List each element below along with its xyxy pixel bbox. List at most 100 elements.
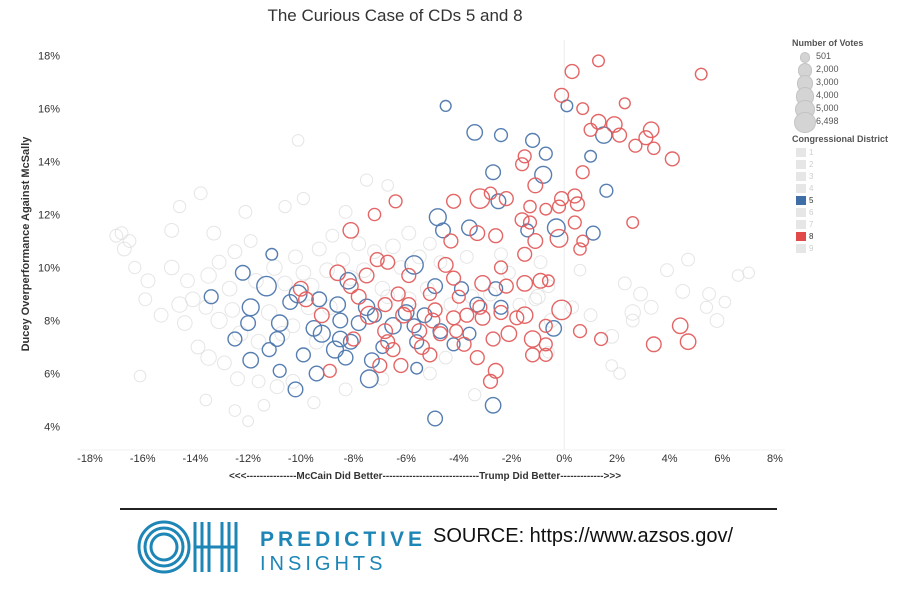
data-point-cd-5 (439, 99, 452, 113)
data-point-cd-8 (367, 207, 382, 222)
x-tick-label: -6% (396, 453, 416, 465)
data-point-cd-other (459, 250, 474, 264)
district-legend-item[interactable]: 2 (792, 158, 900, 170)
data-point-cd-other (190, 339, 206, 355)
x-tick-label: -18% (77, 453, 103, 465)
data-point-cd-8 (605, 116, 623, 133)
data-point-cd-8 (456, 336, 472, 352)
data-point-cd-other (633, 286, 648, 302)
data-point-cd-other (173, 200, 187, 214)
data-point-cd-8 (401, 297, 417, 313)
data-point-cd-5 (287, 381, 304, 398)
data-point-cd-8 (372, 357, 388, 374)
data-point-cd-8 (377, 323, 394, 340)
data-point-cd-8 (369, 252, 385, 268)
size-legend-label: 5,000 (816, 103, 839, 113)
data-point-cd-other (468, 388, 482, 402)
data-point-cd-other (238, 205, 253, 219)
data-point-cd-5 (363, 352, 380, 369)
data-point-cd-other (617, 276, 632, 291)
data-point-cd-other (274, 325, 291, 342)
data-point-cd-8 (446, 310, 462, 326)
data-point-cd-other (164, 223, 180, 238)
data-point-cd-other (242, 415, 255, 428)
data-point-cd-8 (498, 191, 514, 207)
data-point-cd-8 (538, 318, 553, 333)
data-point-cd-other (206, 225, 222, 241)
data-point-cd-5 (466, 123, 484, 141)
district-legend-item[interactable]: 8 (792, 230, 900, 242)
data-point-cd-other (604, 329, 620, 344)
data-point-cd-5 (524, 132, 541, 149)
data-point-cd-5 (357, 298, 376, 317)
data-point-cd-other (319, 262, 335, 279)
data-point-cd-8 (474, 309, 491, 326)
data-point-cd-other (380, 289, 396, 305)
data-point-cd-8 (572, 324, 588, 339)
district-label: 4 (809, 183, 814, 193)
data-point-cd-8 (618, 97, 631, 110)
data-point-cd-other (351, 236, 367, 252)
data-point-cd-5 (585, 225, 601, 241)
data-point-cd-other (230, 371, 245, 387)
data-point-cd-8 (313, 307, 330, 324)
data-point-cd-8 (527, 177, 544, 194)
district-label: 7 (809, 219, 814, 229)
district-legend-item[interactable]: 9 (792, 242, 900, 254)
data-point-cd-other (438, 350, 453, 365)
data-point-cd-other (325, 228, 340, 243)
data-point-cd-other (411, 249, 427, 265)
size-legend: 501 2,000 3,000 4,000 5,000 6,498 (792, 50, 900, 134)
district-legend-item[interactable]: 3 (792, 170, 900, 182)
data-point-cd-5 (270, 314, 289, 332)
data-point-cd-other (122, 234, 137, 248)
district-legend-item[interactable]: 7 (792, 218, 900, 230)
data-point-cd-8 (393, 357, 409, 374)
data-point-cd-8 (583, 122, 598, 137)
data-point-cd-other (401, 225, 417, 241)
data-point-cd-5 (546, 218, 566, 238)
data-point-cd-5 (599, 183, 614, 198)
data-point-cd-5 (460, 219, 478, 237)
data-point-cd-other (250, 333, 267, 350)
data-point-cd-8 (449, 324, 464, 339)
data-point-cd-5 (242, 351, 260, 369)
data-point-cd-8 (575, 165, 590, 180)
district-legend-item[interactable]: 6 (792, 206, 900, 218)
data-point-cd-other (266, 259, 283, 276)
district-legend-item[interactable]: 4 (792, 182, 900, 194)
data-point-cd-8 (359, 305, 379, 325)
data-point-cd-other (228, 404, 242, 417)
data-point-cd-5 (490, 193, 507, 210)
data-point-cd-8 (514, 157, 530, 172)
data-point-cd-5 (350, 315, 367, 332)
data-point-cd-8 (573, 242, 587, 256)
x-tick-label: -8% (344, 453, 364, 465)
data-point-cd-8 (469, 225, 486, 242)
data-point-cd-5 (311, 291, 328, 308)
data-point-cd-8 (395, 306, 412, 324)
data-point-cd-other (613, 367, 626, 380)
data-point-cd-8 (493, 260, 509, 275)
data-point-cd-other (257, 399, 271, 412)
data-point-cd-other (742, 266, 756, 280)
data-point-cd-other (565, 300, 579, 315)
data-point-cd-other (116, 241, 132, 257)
data-point-cd-5 (493, 128, 509, 143)
data-point-cd-other (285, 318, 301, 334)
y-axis-label: Ducey Overperformance Against McSally (20, 136, 32, 352)
data-point-cd-other (702, 287, 716, 301)
data-point-cd-8 (532, 272, 549, 289)
data-point-cd-8 (298, 291, 315, 308)
district-legend-item[interactable]: 1 (792, 146, 900, 158)
data-point-cd-8 (590, 113, 607, 130)
data-point-cd-5 (446, 337, 461, 352)
data-point-cd-other (643, 299, 659, 315)
x-tick-label: 6% (714, 453, 730, 465)
data-point-cd-5 (282, 294, 299, 311)
data-point-cd-other (433, 255, 448, 270)
data-point-cd-8 (671, 317, 689, 335)
district-legend-item[interactable]: 5 (792, 194, 900, 206)
chart-title: The Curious Case of CDs 5 and 8 (267, 6, 523, 25)
x-tick-label: 4% (662, 453, 678, 465)
